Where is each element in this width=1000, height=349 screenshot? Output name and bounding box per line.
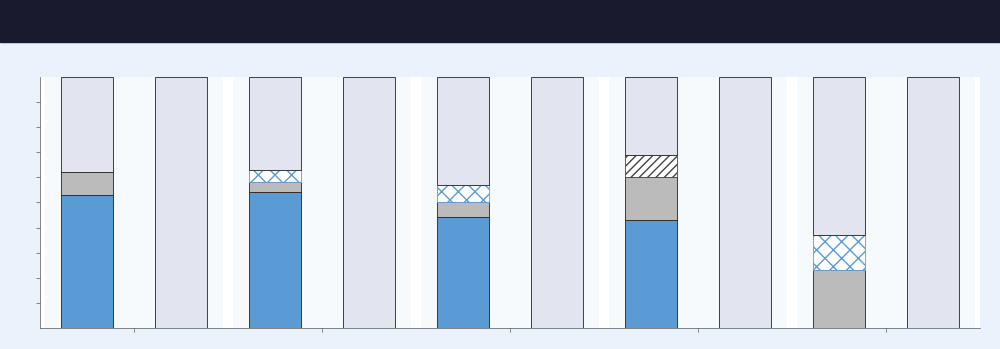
Bar [437,217,489,328]
Bar [719,77,771,328]
Bar [233,77,411,328]
Bar [813,235,865,270]
Bar [813,270,865,328]
Bar [61,172,113,195]
Bar [61,77,113,172]
Bar [61,195,113,328]
Bar [625,77,677,155]
Bar [437,77,489,185]
Bar [45,77,223,328]
Bar [531,77,583,328]
Bar [249,77,301,170]
Bar [155,77,207,328]
Bar [249,192,301,328]
Bar [625,177,677,220]
Bar [625,155,677,177]
Bar [437,202,489,217]
Bar [609,77,787,328]
Bar [437,185,489,202]
Bar [343,77,395,328]
Bar [249,182,301,192]
Legend: Partenaires émergents, Multilatéraux, Aucun d'entre eux, Sans objet, Partenaires: Partenaires émergents, Multilatéraux, Au… [46,12,737,37]
Bar [797,77,975,328]
Bar [907,77,959,328]
Bar [421,77,599,328]
Bar [813,77,865,235]
Bar [625,220,677,328]
Bar [249,170,301,182]
